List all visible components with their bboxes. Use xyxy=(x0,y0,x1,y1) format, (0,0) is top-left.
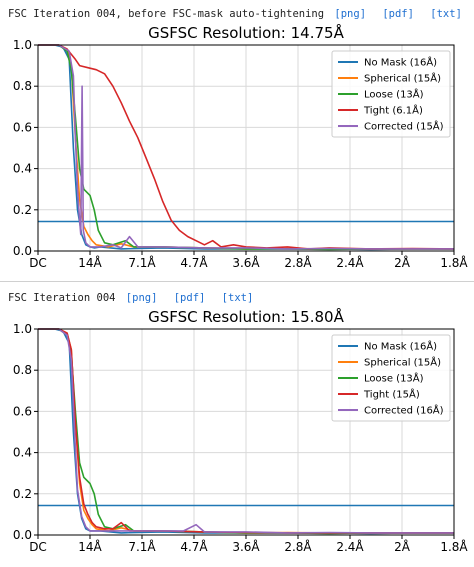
png-link[interactable]: [png] xyxy=(334,8,367,20)
x-tick-label: DC xyxy=(29,540,47,554)
caption-text: FSC Iteration 004, before FSC-mask auto-… xyxy=(8,8,325,20)
caption-text: FSC Iteration 004 xyxy=(8,292,116,304)
pdf-link[interactable]: [pdf] xyxy=(173,292,206,304)
y-tick-label: 0.6 xyxy=(13,404,32,418)
x-tick-label: 14Å xyxy=(78,255,102,270)
legend-label: No Mask (16Å) xyxy=(364,340,437,353)
y-tick-label: 0.2 xyxy=(13,487,32,501)
y-tick-label: 0.0 xyxy=(13,528,32,542)
y-tick-label: 0.8 xyxy=(13,79,32,93)
x-tick-label: 7.1Å xyxy=(128,255,156,270)
x-tick-label: 4.7Å xyxy=(180,255,208,270)
y-tick-label: 1.0 xyxy=(13,38,32,52)
x-tick-label: 1.8Å xyxy=(440,255,468,270)
panel-divider xyxy=(0,281,474,282)
chart-title: GSFSC Resolution: 15.80Å xyxy=(148,307,344,326)
x-tick-label: 3.6Å xyxy=(232,539,260,554)
legend-box xyxy=(331,334,451,422)
legend-label: Tight (15Å) xyxy=(363,388,420,401)
png-link[interactable]: [png] xyxy=(125,292,158,304)
chart-title: GSFSC Resolution: 14.75Å xyxy=(148,23,344,42)
y-tick-label: 0.2 xyxy=(13,203,32,217)
legend-label: Corrected (15Å) xyxy=(364,120,444,133)
legend-label: Loose (13Å) xyxy=(364,372,424,385)
pdf-link[interactable]: [pdf] xyxy=(382,8,414,20)
x-tick-label: 2.4Å xyxy=(336,539,364,554)
fsc-panel-final: FSC Iteration 004 [png] [pdf] [txt] GSFS… xyxy=(0,284,474,564)
y-tick-label: 0.4 xyxy=(13,162,32,176)
txt-link[interactable]: [txt] xyxy=(221,292,254,304)
legend-label: Spherical (15Å) xyxy=(364,72,441,85)
fsc-chart: GSFSC Resolution: 15.80Å 0.0 0.2 0.4 0.6 0.8 1… xyxy=(13,307,469,554)
y-tick-label: 1.0 xyxy=(13,322,32,336)
legend-label: Tight (6.1Å) xyxy=(363,104,423,117)
panel-caption: FSC Iteration 004, before FSC-mask auto-… xyxy=(8,4,462,24)
x-tick-label: 2.4Å xyxy=(336,255,364,270)
y-tick-label: 0.0 xyxy=(13,244,32,258)
x-tick-label: 2Å xyxy=(394,255,411,270)
x-tick-label: 3.6Å xyxy=(232,255,260,270)
x-tick-label: 2.8Å xyxy=(284,255,312,270)
x-tick-label: 2Å xyxy=(394,539,411,554)
legend-label: Spherical (15Å) xyxy=(364,356,441,369)
series-line xyxy=(38,328,454,534)
panel-caption: FSC Iteration 004 [png] [pdf] [txt] xyxy=(8,288,253,308)
x-tick-label: 7.1Å xyxy=(128,539,156,554)
legend-label: Loose (13Å) xyxy=(364,88,424,101)
series-line xyxy=(38,44,455,250)
fsc-chart: GSFSC Resolution: 14.75Å 0.0 0.2 0.4 0.6 0.8 1… xyxy=(13,23,469,270)
txt-link[interactable]: [txt] xyxy=(430,8,462,20)
x-tick-label: 14Å xyxy=(78,539,102,554)
x-tick-label: 2.8Å xyxy=(284,539,312,554)
y-tick-label: 0.6 xyxy=(13,120,32,134)
legend-label: No Mask (16Å) xyxy=(364,56,437,69)
x-tick-label: 1.8Å xyxy=(440,539,468,554)
y-tick-label: 0.4 xyxy=(13,446,32,460)
legend-box xyxy=(331,50,451,138)
legend-label: Corrected (16Å) xyxy=(364,404,444,417)
x-tick-label: DC xyxy=(29,256,47,270)
x-tick-label: 4.7Å xyxy=(180,539,208,554)
series-line xyxy=(38,44,454,250)
fsc-panel-before: FSC Iteration 004, before FSC-mask auto-… xyxy=(0,0,474,280)
y-tick-label: 0.8 xyxy=(13,363,32,377)
